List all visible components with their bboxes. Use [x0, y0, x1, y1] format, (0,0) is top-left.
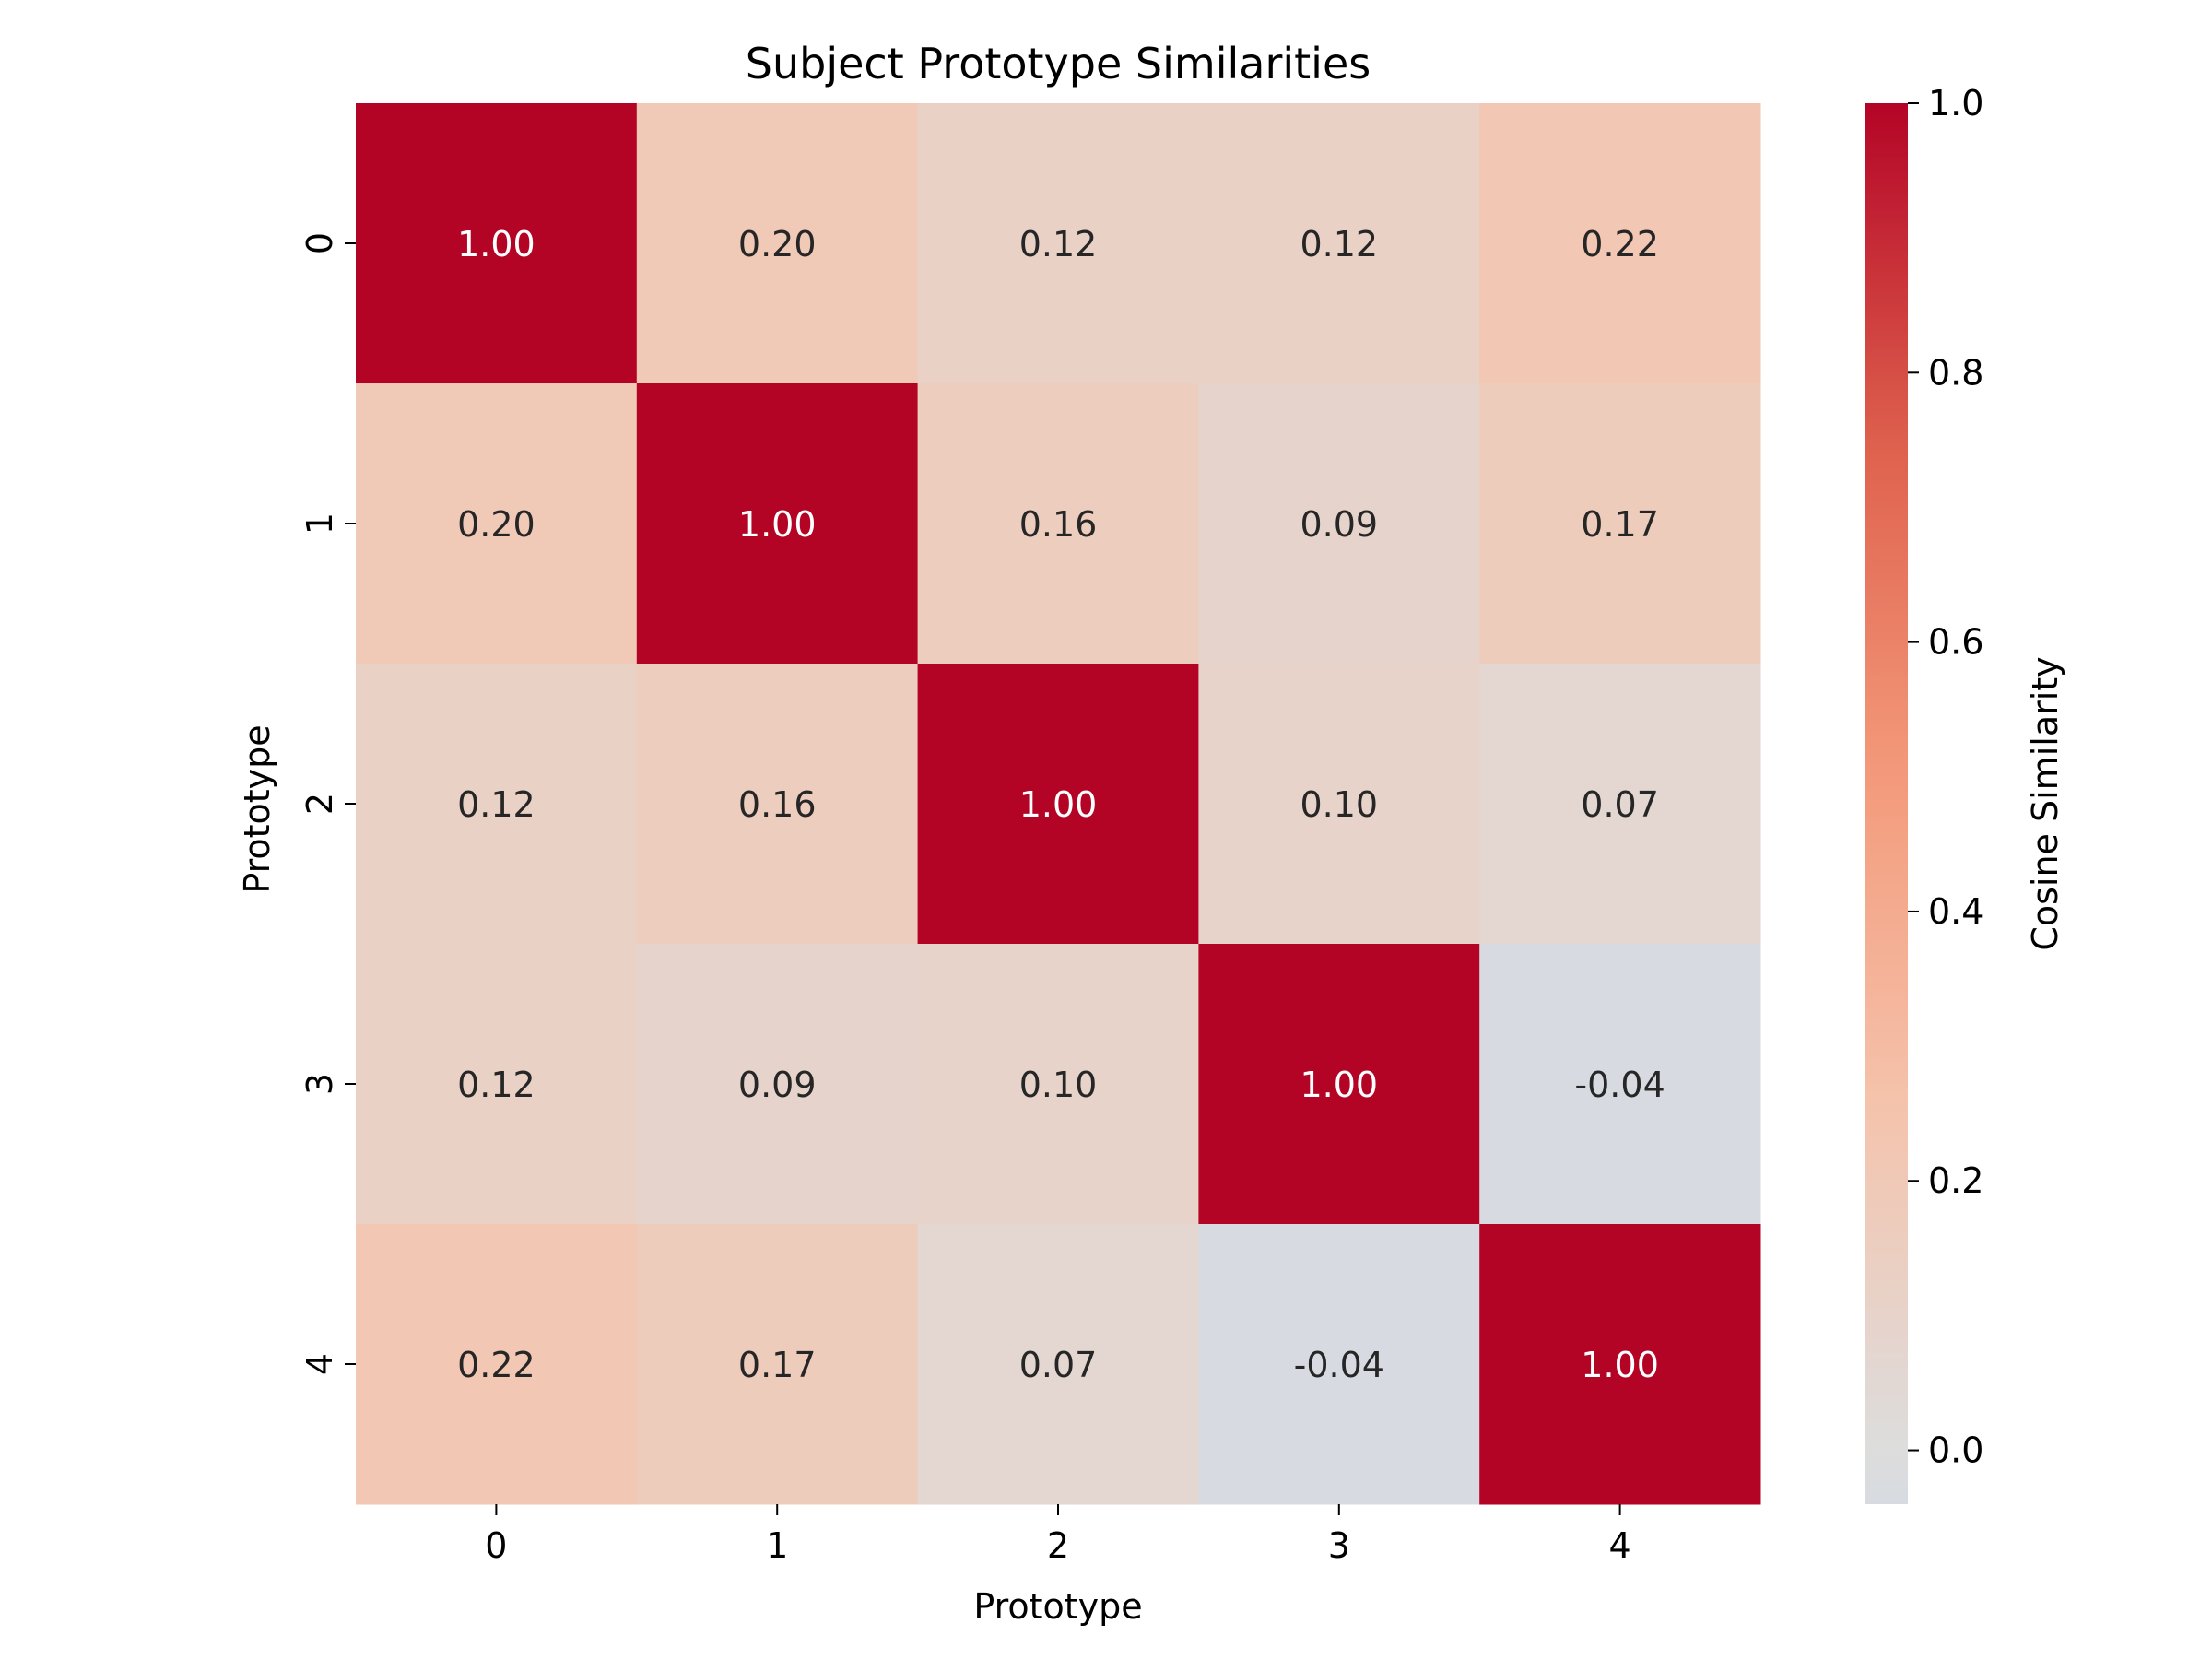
heatmap-cell: [917, 103, 1199, 384]
heatmap-cell: [636, 103, 919, 384]
cell-value-label: 0.12: [457, 1065, 535, 1105]
x-tick-label: 2: [1047, 1525, 1069, 1566]
cell-value-label: 1.00: [457, 224, 535, 265]
cell-value-label: 0.12: [457, 784, 535, 825]
heatmap-cell: [1479, 664, 1761, 945]
colorbar: [1865, 103, 1908, 1504]
cell-value-label: 0.20: [738, 224, 817, 265]
y-tick-label: 2: [300, 793, 340, 815]
heatmap-cell: [636, 383, 919, 665]
heatmap-cell: [636, 944, 919, 1225]
y-tick-label: 0: [300, 232, 340, 254]
heatmap-cell: [1479, 944, 1761, 1225]
colorbar-tick-label: 0.0: [1928, 1430, 1983, 1471]
cell-value-label: 1.00: [738, 504, 817, 545]
colorbar-tick-label: 1.0: [1928, 83, 1983, 124]
cell-value-label: 0.07: [1581, 784, 1659, 825]
cell-value-label: 0.17: [1581, 504, 1659, 545]
cell-value-label: 0.22: [457, 1345, 535, 1385]
heatmap-cell: [636, 1224, 919, 1505]
colorbar-tick-label: 0.4: [1928, 891, 1983, 932]
cell-value-label: 0.10: [1019, 1065, 1098, 1105]
heatmap-cell: [356, 383, 638, 665]
heatmap-cell: [1198, 944, 1480, 1225]
x-tick-label: 1: [766, 1525, 788, 1566]
colorbar-ticks: 0.0 0.2 0.4 0.6 0.8 1.0: [1908, 83, 1983, 1471]
heatmap-cell: [1198, 383, 1480, 665]
cell-value-label: 0.12: [1019, 224, 1098, 265]
y-tick-label: 4: [300, 1353, 340, 1375]
cell-value-label: 0.16: [1019, 504, 1098, 545]
heatmap-cell: [917, 944, 1199, 1225]
heatmap-cell: [356, 944, 638, 1225]
heatmap-cell: [1479, 103, 1761, 384]
heatmap-cell: [1479, 1224, 1761, 1505]
colorbar-tick-label: 0.6: [1928, 622, 1983, 663]
cell-value-label: 0.12: [1300, 224, 1378, 265]
y-tick-label: 3: [300, 1073, 340, 1095]
heatmap-cell: [636, 664, 919, 945]
colorbar-tick-label: 0.8: [1928, 352, 1983, 393]
heatmap-cell: [917, 1224, 1199, 1505]
colorbar-label: Cosine Similarity: [2025, 656, 2065, 950]
cell-value-label: 1.00: [1019, 784, 1098, 825]
y-axis-label: Prototype: [237, 724, 277, 893]
heatmap-cells: 1.00 0.20 0.12 0.12 0.22 0.20 1.00 0.16 0.09 0.17…: [356, 103, 1761, 1505]
y-tick-label: 1: [300, 512, 340, 535]
heatmap-cell: [1198, 664, 1480, 945]
x-tick-label: 0: [485, 1525, 507, 1566]
cell-value-label: 0.10: [1300, 784, 1378, 825]
cell-value-label: -0.04: [1574, 1065, 1665, 1105]
cell-value-label: 0.17: [738, 1345, 817, 1385]
cell-value-label: 0.09: [1300, 504, 1378, 545]
y-axis-ticks: 0 1 2 3 4: [300, 232, 356, 1375]
heatmap-cell: [356, 103, 638, 384]
x-tick-label: 3: [1328, 1525, 1350, 1566]
heatmap-cell: [356, 664, 638, 945]
colorbar-tick-label: 0.2: [1928, 1160, 1983, 1201]
heatmap-cell: [1198, 103, 1480, 384]
heatmap-cell: [356, 1224, 638, 1505]
cell-value-label: 0.09: [738, 1065, 817, 1105]
cell-value-label: -0.04: [1294, 1345, 1384, 1385]
heatmap-cell: [917, 664, 1199, 945]
cell-value-label: 0.20: [457, 504, 535, 545]
heatmap-cell: [917, 383, 1199, 665]
cell-value-label: 0.22: [1581, 224, 1659, 265]
heatmap-cell: [1479, 383, 1761, 665]
cell-value-label: 1.00: [1581, 1345, 1659, 1385]
x-axis-label: Prototype: [973, 1586, 1142, 1627]
heatmap-cell: [1198, 1224, 1480, 1505]
cell-value-label: 1.00: [1300, 1065, 1378, 1105]
cell-value-label: 0.16: [738, 784, 817, 825]
x-tick-label: 4: [1609, 1525, 1631, 1566]
x-axis-ticks: 0 1 2 3 4: [485, 1504, 1631, 1566]
cell-value-label: 0.07: [1019, 1345, 1098, 1385]
chart-title: Subject Prototype Similarities: [746, 39, 1371, 88]
